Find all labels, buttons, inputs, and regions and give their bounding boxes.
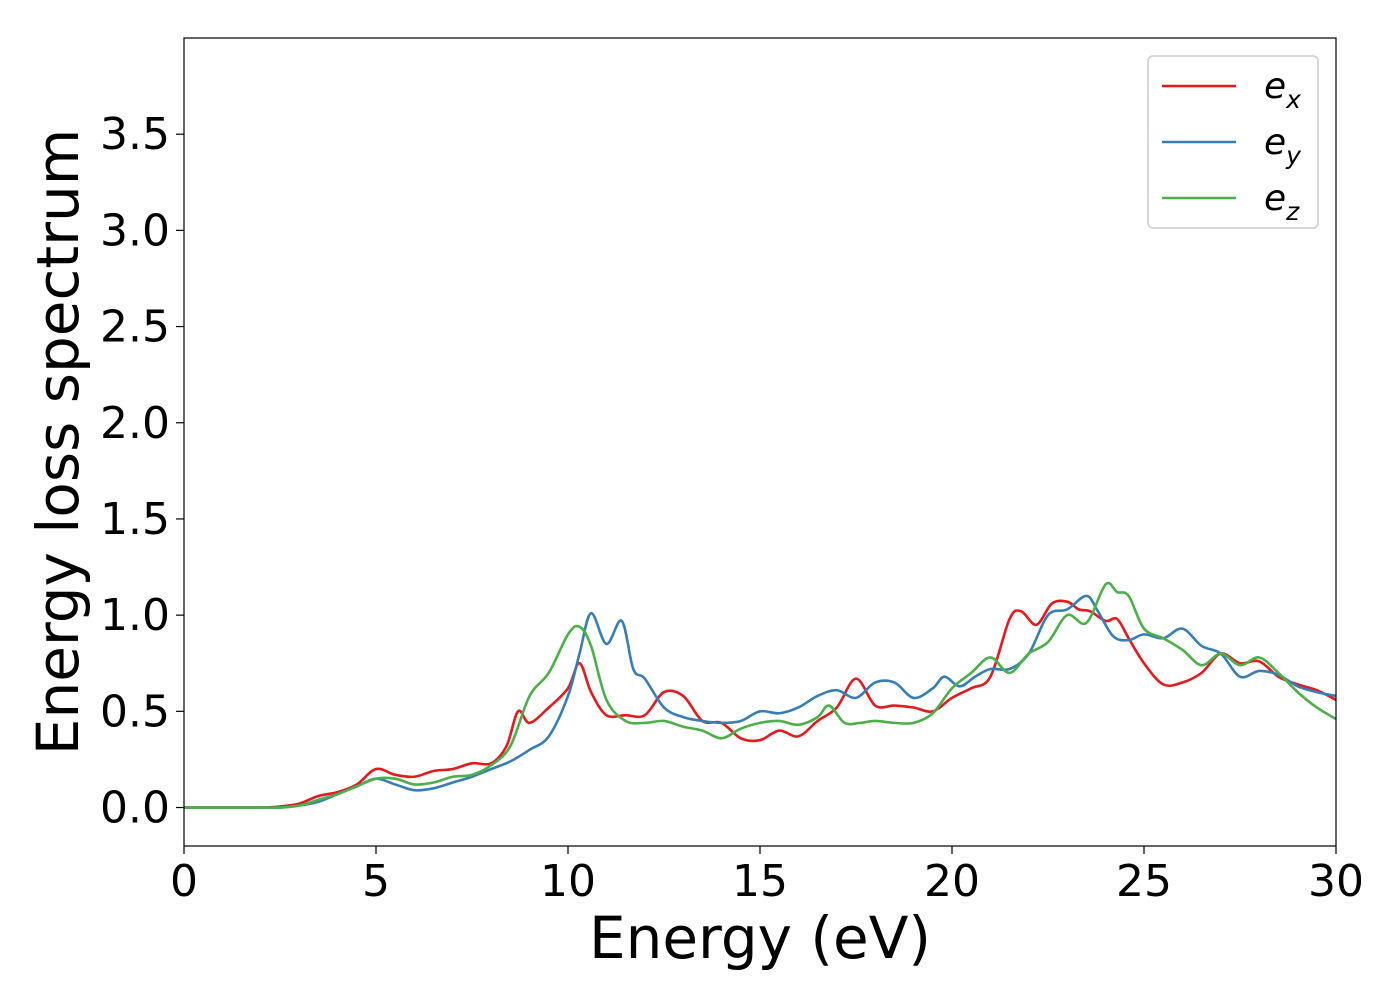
legend-label-y: ey <box>1264 122 1302 170</box>
y-tick-label: 2.0 <box>100 398 170 449</box>
series-line-z <box>184 581 1336 809</box>
y-axis-title: Energy loss spectrum <box>24 129 92 755</box>
y-tick-label: 0.0 <box>100 783 170 834</box>
series-line-x <box>184 599 1336 809</box>
y-tick-label: 2.5 <box>100 302 170 353</box>
x-tick-label: 10 <box>540 856 596 907</box>
x-tick-label: 20 <box>924 856 980 907</box>
series-line-y <box>184 594 1336 809</box>
x-axis-title: Energy (eV) <box>589 904 931 972</box>
y-axis: 0.0 0.5 1.0 1.5 2.0 2.5 3.0 3.5 <box>100 109 184 834</box>
y-tick-label: 0.5 <box>100 686 170 737</box>
x-tick-label: 30 <box>1308 856 1364 907</box>
x-tick-label: 25 <box>1116 856 1172 907</box>
series-layer <box>184 581 1336 809</box>
y-tick-label: 3.0 <box>100 205 170 256</box>
y-tick-label: 1.5 <box>100 494 170 545</box>
x-axis: 0 5 10 15 20 25 30 <box>170 846 1364 907</box>
y-tick-label: 1.0 <box>100 590 170 641</box>
x-tick-label: 15 <box>732 856 788 907</box>
y-tick-label: 3.5 <box>100 109 170 160</box>
x-tick-label: 5 <box>362 856 390 907</box>
x-tick-label: 0 <box>170 856 198 907</box>
